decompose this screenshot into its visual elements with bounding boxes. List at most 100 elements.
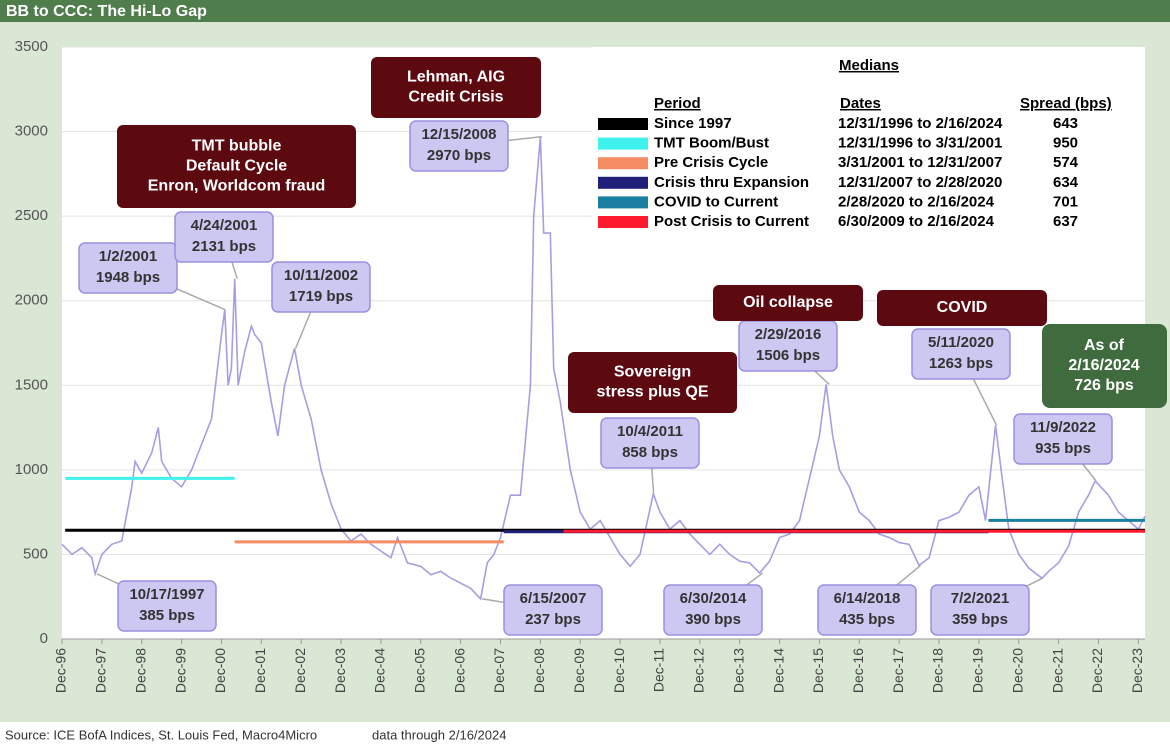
callout-box: [78, 242, 178, 294]
legend-dates: 12/31/2007 to 2/28/2020: [838, 174, 1002, 191]
y-tick-label: 1500: [15, 376, 48, 393]
x-tick-label: Dec-08: [531, 648, 547, 693]
note: data through 2/16/2024: [372, 727, 506, 742]
x-tick-label: Dec-21: [1049, 648, 1065, 693]
x-tick-label: Dec-04: [372, 648, 388, 693]
y-tick-label: 2000: [15, 292, 48, 309]
y-tick-label: 500: [23, 545, 48, 562]
legend-name: COVID to Current: [654, 193, 778, 210]
callout-date: 6/14/2018: [834, 590, 901, 607]
x-tick-label: Dec-20: [1009, 648, 1025, 693]
legend-value: 701: [1053, 193, 1078, 210]
x-tick-label: Dec-19: [970, 648, 986, 693]
callout-box: [600, 417, 700, 469]
legend-swatch: [598, 196, 648, 209]
event-text: Credit Crisis: [408, 89, 503, 106]
callout-value: 1506 bps: [756, 347, 820, 364]
callout-date: 10/4/2011: [617, 423, 683, 440]
legend-swatch: [598, 176, 648, 189]
event-box: [877, 290, 1047, 326]
legend-swatch: [598, 216, 648, 228]
event-box: [371, 57, 541, 118]
callout-value: 385 bps: [139, 607, 195, 624]
legend-swatch: [598, 137, 648, 150]
legend-dates: 6/30/2009 to 2/16/2024: [838, 213, 995, 230]
legend-dates: 12/31/1996 to 3/31/2001: [838, 135, 1002, 152]
callout-box: [1013, 413, 1113, 465]
callout-box: [409, 120, 509, 172]
legend-dates: 12/31/1996 to 2/16/2024: [838, 115, 1003, 132]
x-tick-label: Dec-15: [810, 648, 826, 693]
spread-line: [61, 136, 1146, 601]
legend-name: Crisis thru Expansion: [654, 174, 809, 191]
legend-value: 634: [1053, 174, 1079, 191]
legend-dates: 3/31/2001 to 12/31/2007: [838, 154, 1002, 171]
callout-box: [117, 580, 217, 632]
event-text: Lehman, AIG: [407, 69, 505, 86]
callout-date: 5/11/2020: [928, 334, 994, 351]
x-tick-label: Dec-17: [890, 648, 906, 693]
title-bar: [0, 0, 1170, 22]
callout-date: 11/9/2022: [1030, 419, 1096, 436]
legend-name: Pre Crisis Cycle: [654, 154, 768, 171]
legend-name: Post Crisis to Current: [654, 213, 809, 230]
callout-date: 10/17/1997: [129, 586, 204, 603]
as-of-text: As of: [1084, 337, 1125, 354]
legend-header: Dates: [840, 95, 881, 112]
legend-header: Period: [654, 95, 701, 112]
as-of-text: 2/16/2024: [1068, 357, 1139, 374]
legend-value: 637: [1053, 213, 1078, 230]
legend-swatch: [598, 118, 648, 130]
callout-value: 237 bps: [525, 611, 581, 628]
legend-box: [592, 47, 1145, 240]
x-tick-label: Dec-00: [212, 648, 228, 693]
x-tick-label: Dec-23: [1129, 648, 1145, 693]
callout-date: 4/24/2001: [191, 217, 258, 234]
callout-date: 10/11/2002: [284, 267, 358, 284]
callout-box: [911, 328, 1011, 380]
callout-value: 1263 bps: [929, 355, 993, 372]
x-tick-label: Dec-10: [611, 648, 627, 693]
callout-date: 12/15/2008: [421, 126, 496, 143]
legend-dates: 2/28/2020 to 2/16/2024: [838, 193, 995, 210]
legend-name: Since 1997: [654, 115, 732, 132]
legend-value: 643: [1053, 115, 1078, 132]
legend-swatch: [598, 157, 648, 170]
x-tick-label: Dec-06: [451, 648, 467, 693]
legend-title: Medians: [839, 57, 899, 74]
legend-value: 950: [1053, 135, 1078, 152]
callout-value: 435 bps: [839, 611, 895, 628]
x-tick-label: Dec-18: [930, 648, 946, 693]
event-box: [713, 285, 863, 321]
source: Source: ICE BofA Indices, St. Louis Fed,…: [5, 727, 317, 742]
y-tick-label: 1000: [15, 461, 48, 478]
as-of-box: [1042, 324, 1167, 408]
callout-value: 1719 bps: [289, 288, 353, 305]
event-text: Default Cycle: [186, 158, 287, 175]
callout-value: 359 bps: [952, 611, 1008, 628]
event-text: COVID: [937, 299, 988, 316]
callout-value: 2970 bps: [427, 147, 491, 164]
y-tick-label: 0: [40, 630, 48, 647]
x-tick-label: Dec-22: [1089, 648, 1105, 693]
x-tick-label: Dec-11: [651, 648, 667, 692]
as-of-text: 726 bps: [1074, 377, 1134, 394]
callout-box: [174, 211, 274, 263]
x-tick-label: Dec-16: [850, 648, 866, 693]
chart-title: BB to CCC: The Hi-Lo Gap: [6, 3, 207, 20]
x-tick-label: Dec-14: [770, 648, 786, 693]
y-tick-label: 2500: [15, 207, 48, 224]
event-box: [117, 125, 356, 208]
legend-value: 574: [1053, 154, 1079, 171]
callout-value: 858 bps: [622, 444, 678, 461]
callout-date: 2/29/2016: [755, 326, 822, 343]
x-tick-label: Dec-13: [730, 648, 746, 693]
event-text: Sovereign: [614, 364, 691, 381]
callout-box: [663, 584, 763, 636]
event-box: [568, 352, 737, 413]
callout-date: 7/2/2021: [951, 590, 1009, 607]
callout-box: [271, 261, 371, 313]
x-tick-label: Dec-02: [292, 648, 308, 693]
callout-value: 390 bps: [685, 611, 741, 628]
